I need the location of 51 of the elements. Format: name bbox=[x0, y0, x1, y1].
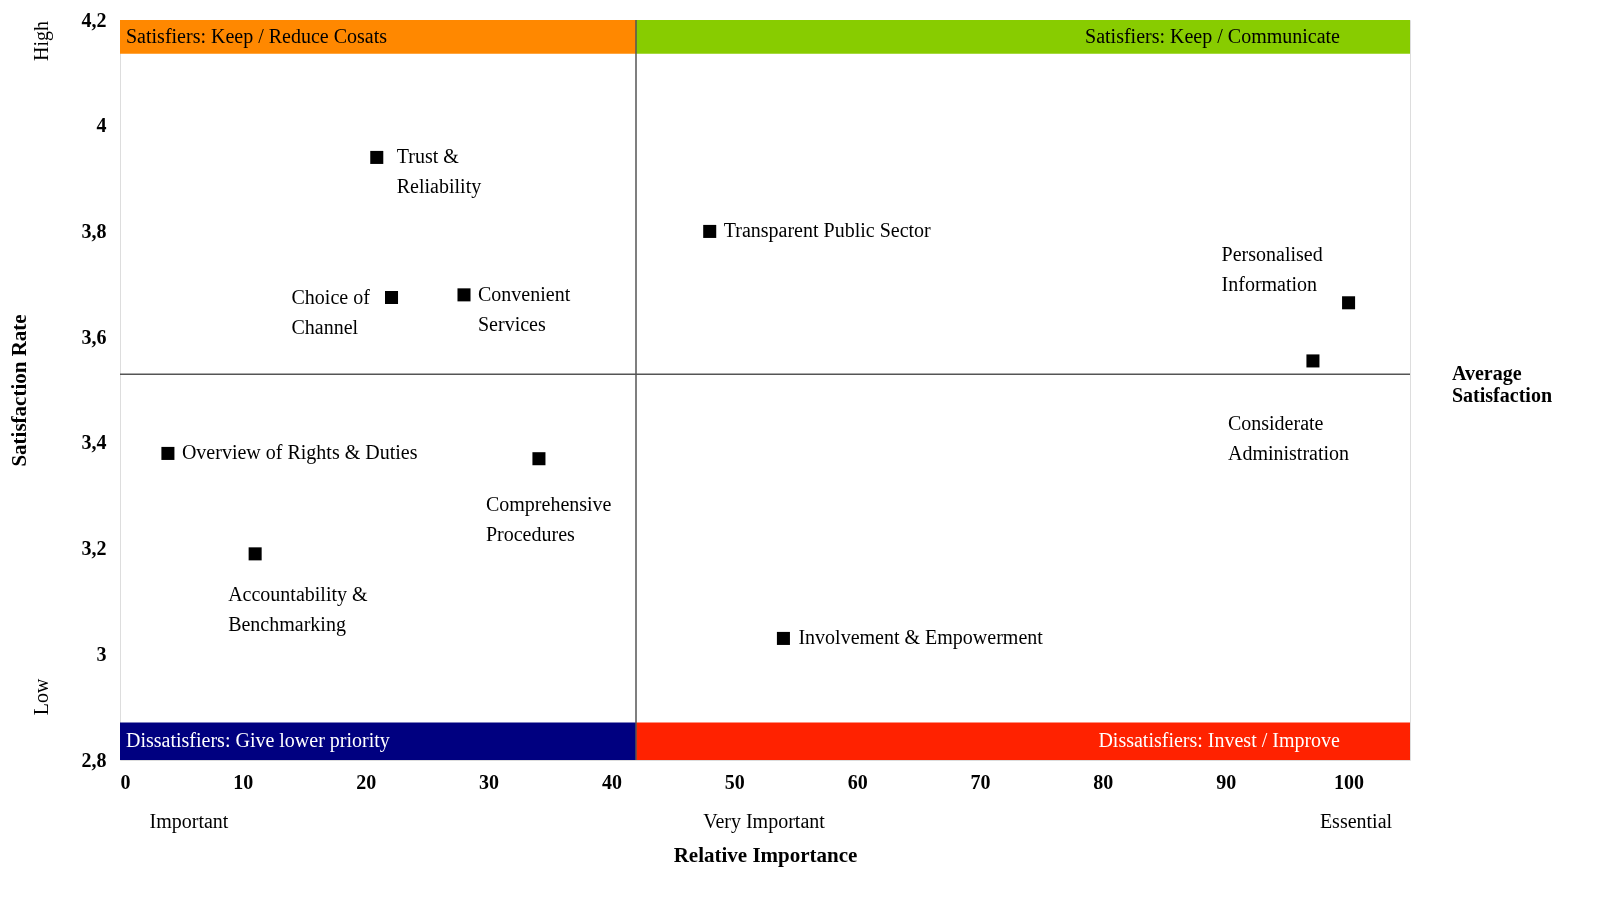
x-tick-label: 10 bbox=[233, 770, 254, 793]
point bbox=[370, 150, 384, 164]
x-tick-label: 40 bbox=[601, 770, 622, 793]
annotation: Considerate Administration bbox=[1227, 411, 1350, 464]
y-tick-label: 4,2 bbox=[81, 8, 107, 31]
y-tick-label: 3,6 bbox=[81, 325, 107, 348]
point bbox=[532, 452, 546, 466]
text: Important bbox=[149, 810, 229, 833]
x-tick-label: 30 bbox=[479, 770, 500, 793]
x-tick-label: 100 bbox=[1334, 770, 1365, 793]
annotation: Trust & Reliability bbox=[396, 145, 482, 199]
x-tick-label: 70 bbox=[970, 770, 991, 793]
band-label: Dissatisfiers: Give lower priority bbox=[126, 729, 390, 753]
y-tick-label: 3 bbox=[96, 642, 107, 665]
point bbox=[703, 224, 717, 238]
annotation: Accountability & Benchmarking bbox=[228, 582, 368, 636]
annotation: Choice of Channel bbox=[291, 285, 371, 338]
point bbox=[457, 288, 471, 302]
point bbox=[1306, 354, 1320, 368]
text: Very Important bbox=[703, 810, 826, 833]
point bbox=[248, 547, 262, 561]
x-tick-label: 0 bbox=[120, 770, 131, 793]
y-tick-label: 3,2 bbox=[81, 537, 107, 560]
band-label: Satisfiers: Keep / Communicate bbox=[1085, 24, 1341, 48]
x-tick-label: 80 bbox=[1093, 770, 1114, 793]
annotation: Convenient Services bbox=[478, 282, 571, 335]
annotation: Involvement & Empowerment bbox=[798, 626, 1044, 650]
x-tick-label: 60 bbox=[847, 770, 868, 793]
text: Essential bbox=[1319, 810, 1393, 832]
x-tick-label: 50 bbox=[724, 770, 745, 793]
y-tick-label: 4 bbox=[96, 114, 107, 137]
band-label: Dissatisfiers: Invest / Improve bbox=[1098, 729, 1341, 753]
annotation: Overview of Rights & Duties bbox=[181, 441, 418, 465]
band-label: Satisfiers: Keep / Reduce Cosats bbox=[126, 24, 388, 48]
annotation: Comprehensive Procedures bbox=[485, 492, 612, 545]
point bbox=[385, 290, 399, 305]
text: High bbox=[30, 21, 53, 61]
x-tick-label: 90 bbox=[1216, 770, 1237, 793]
point bbox=[776, 631, 790, 645]
annotation: Personalised Information bbox=[1221, 242, 1323, 295]
y-axis-title: Satisfaction Rate bbox=[6, 314, 31, 467]
y-tick-label: 3,4 bbox=[81, 431, 107, 454]
x-tick-label: 20 bbox=[356, 770, 377, 793]
point bbox=[1342, 296, 1356, 310]
text: Low bbox=[30, 678, 52, 716]
point bbox=[161, 446, 175, 460]
y-tick-label: 3,8 bbox=[81, 219, 107, 242]
ref-line-label: Average Satisfaction bbox=[1452, 362, 1552, 407]
y-tick-label: 2,8 bbox=[81, 748, 107, 771]
annotation: Transparent Public Sector bbox=[723, 219, 932, 243]
x-axis-title: Relative Importance bbox=[673, 842, 858, 867]
